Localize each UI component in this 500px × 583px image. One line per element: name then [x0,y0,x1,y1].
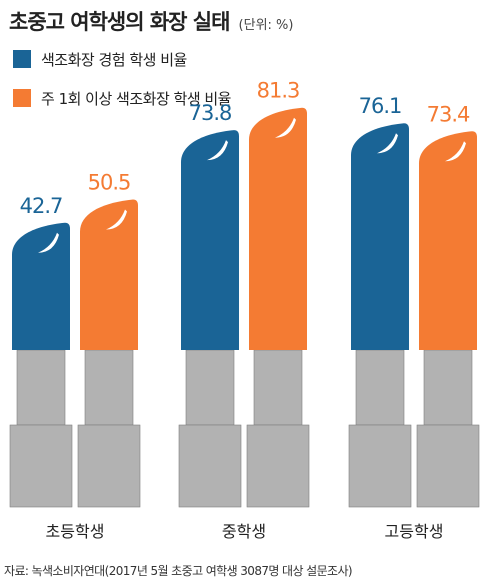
tube-sleeve-weekly-1 [253,349,303,426]
bar-experience-1 [181,130,239,350]
shine-weekly-1 [275,117,296,138]
value-label-weekly-1: 81.3 [257,79,300,103]
value-label-weekly-0: 50.5 [88,171,131,195]
category-label-1: 중학생 [222,522,266,541]
tube-base-experience-1 [178,424,242,508]
shine-weekly-2 [445,141,466,162]
value-label-experience-1: 73.8 [189,101,232,125]
tube-sleeve-experience-1 [185,349,235,426]
blue-square-icon [13,50,31,68]
title-row: 초중고 여학생의 화장 실태 (단위: %) [9,6,293,36]
bar-weekly-2 [419,131,477,350]
chart-title: 초중고 여학생의 화장 실태 [9,10,230,34]
tube-base-weekly-1 [246,424,310,508]
legend-label-weekly: 주 1회 이상 색조화장 학생 비율 [41,89,232,108]
shine-experience-0 [38,232,59,253]
legend-label-experience: 색조화장 경험 학생 비율 [41,50,187,69]
legend-item-weekly: 주 1회 이상 색조화장 학생 비율 [13,87,232,109]
tube-base-weekly-0 [77,424,141,508]
value-label-experience-2: 76.1 [359,94,402,118]
tube-sleeve-weekly-2 [423,349,473,426]
tube-sleeve-weekly-0 [84,349,134,426]
shine-experience-2 [377,133,398,154]
value-label-weekly-2: 73.4 [427,102,470,126]
bar-weekly-0 [80,199,138,350]
shine-experience-1 [207,140,228,161]
shine-weekly-0 [106,209,127,230]
bar-experience-2 [351,123,409,350]
tube-sleeve-experience-2 [355,349,405,426]
tube-base-experience-0 [9,424,73,508]
category-label-0: 초등학생 [46,522,105,541]
source-note: 자료: 녹색소비자연대(2017년 5월 초중고 여학생 3087명 대상 설문… [4,564,353,578]
legend-item-experience: 색조화장 경험 학생 비율 [13,48,231,70]
bar-weekly-1 [249,107,307,350]
value-label-experience-0: 42.7 [20,194,63,218]
orange-square-icon [13,89,31,107]
tube-sleeve-experience-0 [16,349,66,426]
legend: 색조화장 경험 학생 비율 주 1회 이상 색조화장 학생 비율 [13,48,232,126]
bar-experience-0 [12,222,70,350]
tube-base-weekly-2 [416,424,480,508]
category-label-2: 고등학생 [385,522,444,541]
tube-base-experience-2 [348,424,412,508]
unit-label: (단위: %) [238,18,294,33]
